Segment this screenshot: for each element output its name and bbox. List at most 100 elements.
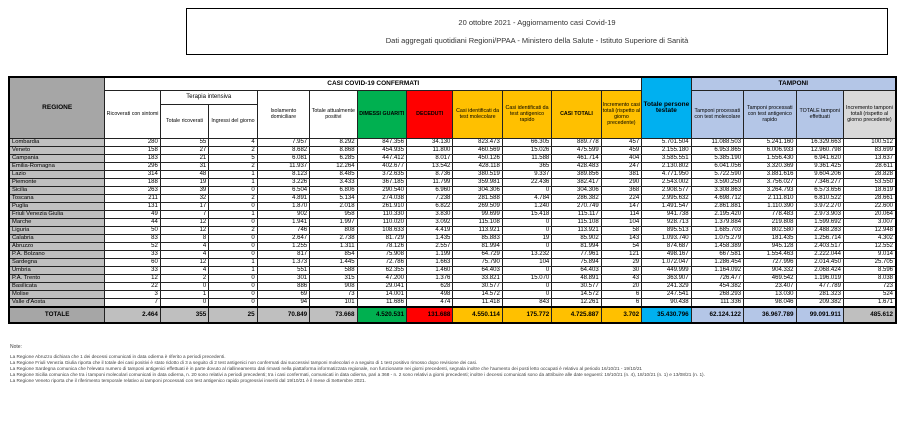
- value-cell: 0: [208, 217, 258, 227]
- value-cell: 0: [159, 297, 210, 307]
- value-cell: 20: [600, 281, 643, 291]
- value-cell: 1.491.547: [641, 201, 692, 211]
- group-header-terapia-intensiva: Terapia intensiva: [159, 89, 258, 105]
- value-cell: 3.433: [309, 177, 358, 187]
- value-cell: 368: [600, 185, 643, 195]
- value-cell: 270.749: [551, 201, 602, 211]
- column-header-casi-antigenico: Casi identificati da test antigenico rap…: [501, 89, 553, 139]
- value-cell: 2: [208, 225, 258, 235]
- value-cell: 778.483: [743, 209, 797, 219]
- value-cell: 0: [501, 217, 553, 227]
- column-header-attualmente-positivi: Totale attualmente positivi: [309, 89, 358, 139]
- value-cell: 1.435: [405, 233, 454, 243]
- value-cell: 7.957: [256, 137, 311, 147]
- value-cell: 2.403.517: [795, 241, 844, 251]
- value-cell: 2.014.450: [795, 257, 844, 267]
- value-cell: 6.041.056: [690, 161, 745, 171]
- value-cell: 402.677: [356, 161, 407, 171]
- value-cell: 296: [104, 161, 161, 171]
- value-cell: 181.435: [743, 233, 797, 243]
- value-cell: 60: [104, 257, 161, 267]
- value-cell: 7: [104, 297, 161, 307]
- value-cell: 746: [256, 225, 311, 235]
- value-cell: 261.910: [356, 201, 407, 211]
- value-cell: 727.996: [743, 257, 797, 267]
- value-cell: 54: [600, 241, 643, 251]
- value-cell: 485.612: [842, 305, 897, 323]
- value-cell: 12: [159, 217, 210, 227]
- value-cell: 0: [208, 281, 258, 291]
- value-cell: 8.868: [309, 145, 358, 155]
- value-cell: 2.908.577: [641, 185, 692, 195]
- table-row: Emilia-Romagna 296 31 2 11.937 12.264 402.677 1…: [8, 161, 897, 171]
- value-cell: 62.124.122: [690, 305, 745, 323]
- value-cell: 1.685.703: [690, 225, 745, 235]
- value-cell: 9.604.206: [795, 169, 844, 179]
- value-cell: 75.894: [551, 257, 602, 267]
- value-cell: 588: [309, 265, 358, 275]
- value-cell: 22.436: [501, 177, 553, 187]
- value-cell: 175.772: [501, 305, 553, 323]
- value-cell: 43: [600, 273, 643, 283]
- value-cell: 2.155.180: [641, 145, 692, 155]
- value-cell: 115.108: [452, 217, 503, 227]
- value-cell: 15.070: [501, 273, 553, 283]
- value-cell: 551: [256, 265, 311, 275]
- value-cell: 2.973.903: [795, 209, 844, 219]
- value-cell: 101: [309, 297, 358, 307]
- value-cell: 3: [104, 289, 161, 299]
- region-cell: Puglia: [8, 201, 106, 211]
- value-cell: 8.736: [405, 169, 454, 179]
- value-cell: 363.907: [641, 273, 692, 283]
- value-cell: 34.130: [405, 137, 454, 147]
- value-cell: 817: [256, 249, 311, 259]
- value-cell: 0: [208, 185, 258, 195]
- value-cell: 4: [159, 241, 210, 251]
- value-cell: 359.981: [452, 177, 503, 187]
- value-cell: 428.483: [551, 161, 602, 171]
- value-cell: 110.330: [356, 209, 407, 219]
- value-cell: 8.292: [309, 137, 358, 147]
- value-cell: 211: [104, 193, 161, 203]
- value-cell: 1.599.692: [795, 217, 844, 227]
- table-row: Valle d'Aosta 7 0 0 94 101 11.686 474 11.418 843 1…: [8, 297, 897, 307]
- value-cell: 113.921: [452, 225, 503, 235]
- value-cell: 889.778: [551, 137, 602, 147]
- value-cell: 1.110.390: [743, 201, 797, 211]
- value-cell: 268.293: [690, 289, 745, 299]
- value-cell: 33: [104, 265, 161, 275]
- value-cell: 2: [208, 193, 258, 203]
- value-cell: 304.306: [551, 185, 602, 195]
- table-row: Marche 44 12 0 1.941 1.997 110.020 3.092 115.108…: [8, 217, 897, 227]
- group-header-tamponi: TAMPONI: [690, 76, 897, 91]
- table-row: P.A. Trento 12 2 0 301 315 47.200 1.376 33.821 15…: [8, 273, 897, 283]
- value-cell: 958: [309, 209, 358, 219]
- table-row: Puglia 131 17 0 1.870 2.018 261.910 6.822 269.50…: [8, 201, 897, 211]
- value-cell: 874.687: [641, 241, 692, 251]
- value-cell: 12.960.798: [795, 145, 844, 155]
- value-cell: 29: [600, 257, 643, 267]
- value-cell: 78.126: [356, 241, 407, 251]
- value-cell: 20.064: [842, 209, 897, 219]
- value-cell: 27: [159, 145, 210, 155]
- value-cell: 70.849: [256, 305, 311, 323]
- value-cell: 13.542: [405, 161, 454, 171]
- region-cell: Molise: [8, 289, 106, 299]
- value-cell: 1.075.279: [690, 233, 745, 243]
- value-cell: 64.403: [452, 265, 503, 275]
- value-cell: 158: [104, 145, 161, 155]
- table-row: Piemonte 188 19 1 3.226 3.433 367.185 11.799 359…: [8, 177, 897, 187]
- value-cell: 4.698.712: [690, 193, 745, 203]
- value-cell: 4.891: [256, 193, 311, 203]
- value-cell: 81.994: [452, 241, 503, 251]
- value-cell: 11.418: [452, 297, 503, 307]
- value-cell: 5.134: [309, 193, 358, 203]
- value-cell: 908: [309, 281, 358, 291]
- value-cell: 147: [600, 201, 643, 211]
- column-header-isolamento: Isolamento domiciliare: [256, 89, 311, 139]
- value-cell: 1.093.740: [641, 233, 692, 243]
- table-row: Umbria 33 4 1 551 588 62.355 1.460 64.403 0 64.403…: [8, 265, 897, 275]
- value-cell: 2.861.881: [690, 201, 745, 211]
- region-cell: Umbria: [8, 265, 106, 275]
- region-cell: Toscana: [8, 193, 106, 203]
